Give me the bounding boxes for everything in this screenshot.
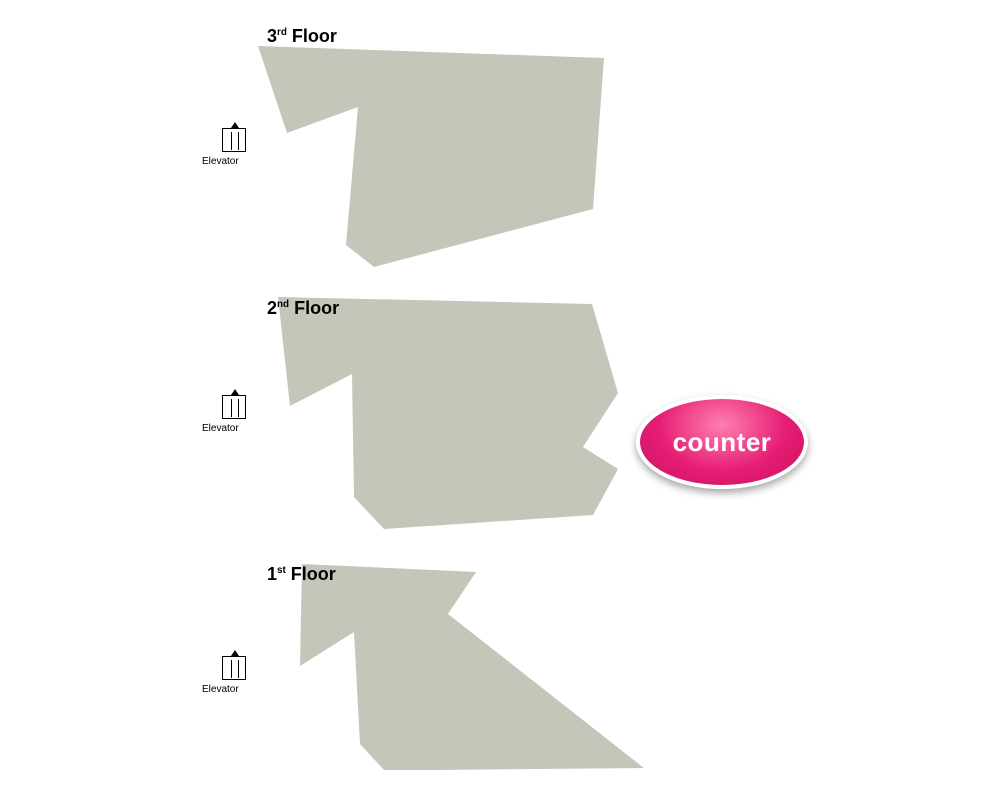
floor-number: 1 — [267, 564, 277, 584]
floor-label-f2: 2nd Floor — [267, 298, 339, 319]
floor-ordinal: st — [277, 565, 286, 576]
floor-shape-f3 — [258, 46, 604, 267]
floor-shape-f2 — [278, 297, 618, 529]
floor-ordinal: nd — [277, 299, 289, 310]
floor-label-f3: 3rd Floor — [267, 26, 337, 47]
counter-badge: counter — [636, 395, 808, 489]
floor-ordinal: rd — [277, 27, 287, 38]
floor-suffix: Floor — [289, 298, 339, 318]
up-arrow-icon — [231, 122, 239, 128]
elevator-icon — [222, 395, 246, 419]
counter-badge-text: counter — [673, 427, 772, 458]
floor-number: 2 — [267, 298, 277, 318]
floor-suffix: Floor — [287, 26, 337, 46]
elevator-label: Elevator — [202, 684, 239, 695]
elevator-label: Elevator — [202, 156, 239, 167]
floor-suffix: Floor — [286, 564, 336, 584]
up-arrow-icon — [231, 650, 239, 656]
elevator-icon — [222, 128, 246, 152]
up-arrow-icon — [231, 389, 239, 395]
elevator-label: Elevator — [202, 423, 239, 434]
floorplan-svg — [0, 0, 1000, 800]
elevator-icon — [222, 656, 246, 680]
floor-number: 3 — [267, 26, 277, 46]
floor-label-f1: 1st Floor — [267, 564, 336, 585]
floor-shape-f1 — [300, 564, 644, 770]
